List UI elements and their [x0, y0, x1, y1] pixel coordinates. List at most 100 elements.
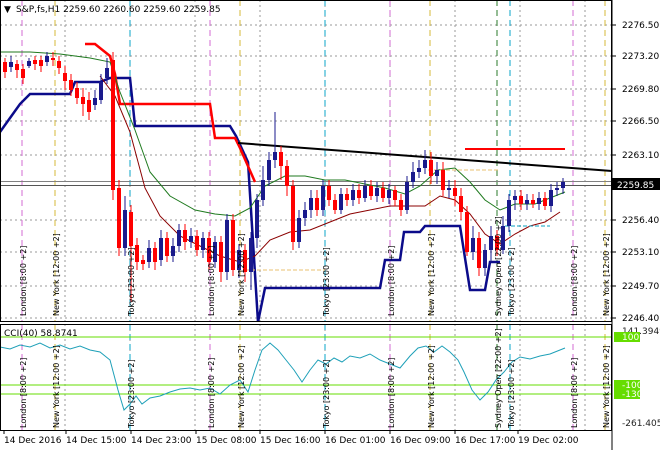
session-label-main: Tokyo [23:00 +2] [507, 247, 516, 317]
session-label-main: Sydney Open [22:00 +2] [494, 216, 503, 316]
session-label-main: London [8:00 +2] [19, 246, 28, 316]
candle-body [429, 160, 433, 176]
time-tick-label: 16 Dec 09:00 [390, 436, 451, 446]
candle-body [213, 242, 217, 262]
current-price-label: 2259.85 [617, 181, 654, 191]
candle-body [501, 226, 505, 250]
candle-body [129, 212, 133, 246]
candle-body [393, 190, 397, 200]
candle-body [201, 238, 205, 250]
candle-body [165, 238, 169, 256]
time-tick-label: 15 Dec 16:00 [260, 436, 321, 446]
cci-line [0, 342, 566, 411]
candle-body [309, 198, 313, 210]
cci-tick-label: -261.4057 [622, 419, 660, 429]
candle-body [411, 172, 415, 182]
time-tick-label: 14 Dec 23:00 [131, 436, 192, 446]
main-header: S&P,fs,H1 2259.60 2260.60 2259.60 2259.8… [16, 5, 221, 15]
candle-body [231, 220, 235, 270]
cci-tick-label: -130 [622, 390, 643, 400]
candle-body [453, 188, 457, 196]
price-tick-label: 2246.40 [622, 314, 659, 324]
candle-body [93, 98, 97, 105]
candle-body [525, 200, 529, 204]
time-tick-label: 16 Dec 01:00 [325, 436, 386, 446]
session-label-cci: New York [12:00 +2] [237, 345, 246, 428]
main-header-arrow[interactable]: ▼ [4, 5, 11, 15]
session-label-main: New York [12:00 +2] [52, 233, 61, 316]
session-label-main: New York [12:00 +2] [602, 233, 611, 316]
price-tick-label: 2276.50 [622, 21, 659, 31]
candle-body [225, 220, 229, 272]
session-lines-cci [21, 324, 606, 430]
candle-body [489, 236, 493, 250]
candle-body [177, 230, 181, 246]
candle-body [537, 198, 541, 204]
session-label-cci: New York [12:00 +2] [427, 345, 436, 428]
candle-body [135, 245, 139, 262]
resistance-trail-line [85, 42, 257, 183]
price-axis: 2276.50 2273.20 2269.80 2266.50 2263.10 2256.… [612, 21, 659, 324]
candle-body [237, 250, 241, 270]
candle-body [405, 182, 409, 210]
candle-body [147, 248, 151, 262]
session-label-cci: Tokyo [23:00 +2] [507, 359, 516, 429]
candle-body [303, 210, 307, 218]
candle-body [87, 100, 91, 112]
candle-body [345, 194, 349, 200]
candle-body [261, 180, 265, 200]
session-label-cci: London [8:00 +2] [19, 358, 28, 428]
candle-body [153, 248, 157, 262]
session-labels-cci: London [8:00 +2] New York [12:00 +2] Tokyo… [19, 328, 611, 429]
candle-body [219, 242, 223, 272]
candle-body [243, 250, 247, 272]
candle-body [495, 236, 499, 250]
candle-body [171, 246, 175, 256]
price-tick-label: 2273.20 [622, 52, 659, 62]
candle-body [99, 82, 103, 100]
candle-body [435, 170, 439, 176]
session-label-main: Tokyo [23:00 +2] [322, 247, 331, 317]
time-tick-label: 16 Dec 17:00 [455, 436, 516, 446]
candle-body [291, 186, 295, 242]
candle-body [51, 58, 55, 60]
candle-body [447, 188, 451, 190]
candle-body [417, 168, 421, 172]
price-tick-label: 2269.80 [622, 85, 659, 95]
cci-header: CCI(40) 58.8741 [4, 329, 78, 339]
candle-body [27, 61, 31, 66]
session-label-cci: Sydney Open [22:00 +2] [494, 328, 503, 428]
candle-body [555, 188, 559, 190]
candle-body [45, 56, 49, 62]
candle-body [21, 69, 25, 78]
moving-average-line [0, 51, 566, 217]
candle-body [387, 190, 391, 198]
candle-body [507, 200, 511, 226]
candle-body [441, 170, 445, 190]
candle-body [339, 194, 343, 210]
candle-body [369, 186, 373, 196]
candle-body [327, 186, 331, 200]
candle-body [57, 61, 61, 68]
time-tick-label: 14 Dec 15:00 [66, 436, 127, 446]
candle-body [3, 62, 7, 72]
price-candles[interactable] [3, 52, 565, 302]
candle-body [159, 238, 163, 260]
candle-body [255, 200, 259, 238]
candle-body [423, 160, 427, 168]
candle-body [39, 60, 43, 66]
candle-body [273, 152, 277, 160]
candle-body [141, 260, 145, 264]
price-tick-label: 2256.40 [622, 216, 659, 226]
candle-body [363, 186, 367, 198]
candle-body [561, 182, 565, 188]
candle-body [297, 218, 301, 242]
session-label-cci: London [8:00 +2] [207, 358, 216, 428]
candle-body [333, 200, 337, 210]
candle-body [285, 166, 289, 186]
candle-body [471, 238, 475, 252]
candle-body [513, 196, 517, 200]
session-label-cci: London [8:00 +2] [570, 358, 579, 428]
session-label-cci: New York [12:00 +2] [52, 345, 61, 428]
